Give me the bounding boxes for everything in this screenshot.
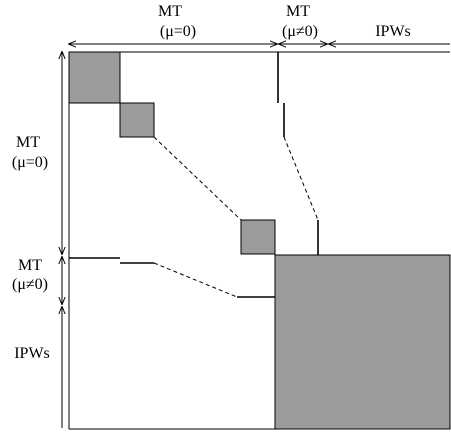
top-ipws-label: IPWs: [375, 23, 411, 40]
top-mt0-label-line1: MT: [158, 3, 182, 20]
left-mt0-label-line1: MT: [16, 134, 40, 151]
diagonal-dashed-connector: [153, 136, 242, 221]
diagonal-block-1: [68, 51, 121, 104]
top-mtn0-label-line2: (μ≠0): [282, 23, 318, 40]
coupling-row: [69, 257, 275, 298]
left-mt0-label-line2: (μ=0): [12, 154, 48, 171]
coupling-column: [277, 52, 319, 255]
top-mt0-label-line2: (μ=0): [160, 23, 196, 40]
left-ipws-label: IPWs: [14, 345, 50, 362]
left-mtn0-label-line1: MT: [18, 257, 42, 274]
left-mtn0-label-line2: (μ≠0): [12, 276, 48, 293]
diagonal-block-3: [240, 219, 276, 255]
ipws-block: [274, 254, 451, 430]
top-mtn0-label-line1: MT: [286, 3, 310, 20]
diagonal-block-2: [119, 102, 155, 138]
coupling-column-dashed: [283, 136, 319, 221]
coupling-row-dashed: [153, 262, 238, 298]
